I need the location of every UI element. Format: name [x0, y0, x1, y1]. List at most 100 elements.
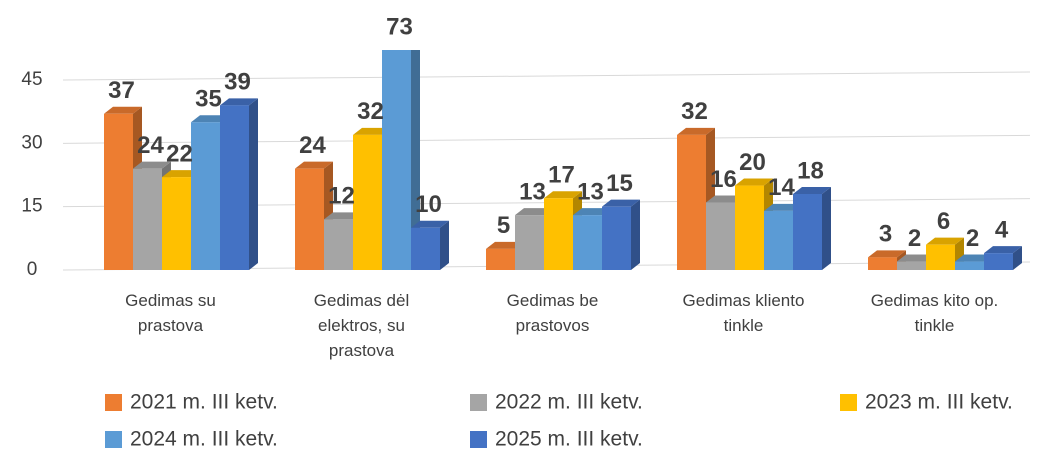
bar-top — [955, 254, 993, 262]
bar-top — [353, 127, 391, 135]
legend-label: 2024 m. III ketv. — [130, 428, 278, 451]
bar-top — [868, 250, 906, 258]
legend-swatch — [105, 394, 122, 411]
legend-label: 2021 m. III ketv. — [130, 391, 278, 414]
bar-top — [191, 115, 229, 123]
bar-side — [822, 187, 831, 270]
data-label: 37 — [108, 77, 135, 104]
data-label: 6 — [937, 208, 950, 235]
bar-top — [984, 246, 1022, 254]
data-label: 18 — [797, 157, 824, 184]
bar-top — [764, 203, 802, 211]
legend-swatch — [470, 394, 487, 411]
data-label: 5 — [497, 212, 510, 239]
bar — [220, 105, 249, 270]
bar-top — [793, 187, 831, 194]
legend-label: 2025 m. III ketv. — [495, 428, 643, 451]
data-label: 2 — [966, 225, 979, 252]
bar — [984, 253, 1013, 270]
data-label: 22 — [166, 140, 193, 167]
bar — [602, 206, 631, 270]
bar-top — [324, 212, 362, 220]
data-label: 4 — [995, 216, 1009, 243]
bar — [133, 168, 162, 270]
y-tick-label: 15 — [21, 196, 42, 217]
data-label: 39 — [224, 69, 251, 96]
bar-top — [706, 195, 744, 203]
bar-side — [411, 50, 420, 270]
bar — [544, 198, 573, 270]
bar — [486, 248, 515, 270]
x-tick-label: Gedimas dėl elektros, su prastova — [314, 291, 409, 360]
bar-top — [573, 208, 611, 216]
data-label: 12 — [328, 183, 355, 210]
bar — [764, 210, 793, 270]
bar — [104, 113, 133, 271]
bar-top — [677, 127, 715, 135]
bar — [295, 168, 324, 270]
bar — [382, 50, 411, 271]
y-tick-label: 45 — [21, 69, 42, 90]
bar-top — [486, 241, 524, 249]
legend-swatch — [840, 394, 857, 411]
x-tick-label: Gedimas kliento tinkle — [683, 291, 805, 335]
bar — [706, 202, 735, 270]
data-label: 73 — [386, 13, 413, 40]
bar — [677, 134, 706, 270]
bar — [735, 185, 764, 270]
grid-line — [62, 71, 1031, 81]
bar-top — [220, 98, 258, 106]
legend-swatch — [470, 431, 487, 448]
bar — [324, 219, 353, 270]
legend-label: 2022 m. III ketv. — [495, 391, 643, 414]
bar — [926, 244, 955, 270]
y-tick-label: 30 — [21, 132, 42, 153]
bar-top — [411, 220, 449, 228]
bar-top — [602, 199, 640, 207]
data-label: 2 — [908, 225, 921, 252]
data-label: 20 — [739, 149, 766, 176]
bar — [515, 215, 544, 270]
data-label: 3 — [879, 221, 892, 248]
legend-swatch — [105, 431, 122, 448]
bar — [793, 194, 822, 270]
x-tick-label: Gedimas kito op. tinkle — [871, 291, 999, 335]
data-label: 24 — [137, 132, 164, 159]
data-label: 13 — [519, 178, 546, 205]
bar — [411, 227, 440, 270]
bar — [955, 261, 984, 270]
bar — [868, 257, 897, 270]
bar-top — [295, 161, 333, 169]
bar-side — [440, 220, 449, 270]
bar — [353, 134, 382, 270]
bar — [162, 177, 191, 270]
data-label: 17 — [548, 162, 575, 189]
bar-top — [104, 106, 142, 114]
data-label: 14 — [768, 174, 795, 201]
bar-top — [515, 208, 553, 216]
bar-side — [249, 98, 258, 270]
bars — [104, 50, 1022, 271]
bar — [573, 215, 602, 270]
bar-top — [897, 254, 935, 262]
legend-label: 2023 m. III ketv. — [865, 391, 1013, 414]
y-tick-label: 0 — [27, 259, 38, 280]
bar-side — [1013, 246, 1022, 270]
bar-top — [544, 191, 582, 199]
bar — [897, 261, 926, 270]
data-label: 35 — [195, 86, 222, 113]
data-label: 32 — [357, 98, 384, 125]
bar-top — [735, 178, 773, 186]
bar — [191, 122, 220, 270]
x-tick-label: Gedimas su prastova — [125, 291, 216, 335]
bar-top — [133, 161, 171, 169]
data-label: 15 — [606, 170, 633, 197]
bar-top — [162, 170, 200, 178]
bar-top — [926, 237, 964, 245]
data-label: 10 — [415, 191, 442, 218]
data-label: 24 — [299, 132, 326, 159]
data-label: 32 — [681, 98, 708, 125]
x-tick-label: Gedimas be prastovos — [507, 291, 599, 335]
